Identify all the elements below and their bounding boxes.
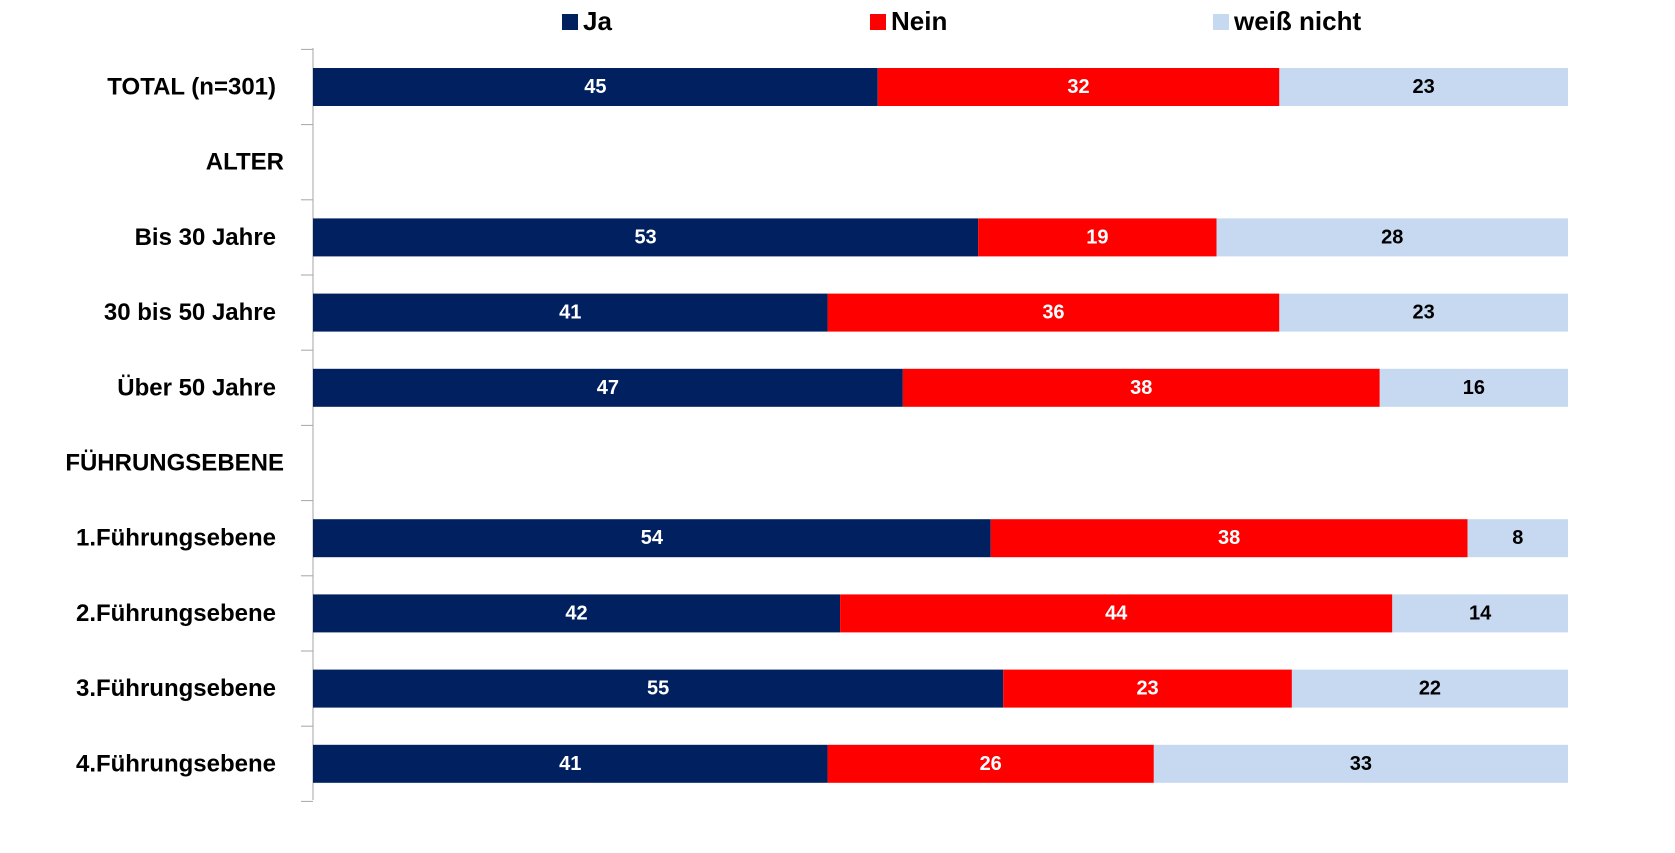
data-label: 16 — [1463, 377, 1485, 399]
data-label: 8 — [1512, 527, 1523, 549]
category-label: 2.Führungsebene — [76, 600, 276, 627]
data-label: 44 — [1105, 602, 1128, 624]
bar-segment — [1216, 218, 1568, 257]
bar-segment — [313, 594, 841, 633]
bar-segment — [1279, 68, 1568, 106]
bar-segment — [1003, 669, 1292, 708]
data-label: 53 — [634, 226, 656, 248]
data-label: 33 — [1350, 753, 1372, 775]
legend-item-ja: Ja — [562, 6, 612, 37]
legend-item-weiss-nicht: weiß nicht — [1213, 6, 1361, 37]
category-label: Bis 30 Jahre — [135, 224, 276, 251]
bar-segment — [1392, 594, 1568, 633]
legend-item-nein: Nein — [870, 6, 947, 37]
category-label: 3.Führungsebene — [76, 675, 276, 702]
bar-segment — [902, 368, 1380, 407]
data-label: 55 — [647, 678, 669, 700]
data-label: 32 — [1067, 76, 1089, 98]
bar-segment — [877, 68, 1280, 106]
data-label: 23 — [1136, 678, 1158, 700]
data-label: 45 — [584, 76, 606, 98]
bar-segment — [1467, 519, 1568, 558]
category-label: Über 50 Jahre — [117, 374, 276, 401]
legend: Ja Nein weiß nicht — [0, 6, 1675, 40]
data-label: 47 — [597, 377, 619, 399]
data-label: 41 — [559, 302, 581, 324]
bar-segment — [313, 519, 991, 558]
legend-label-weiss-nicht: weiß nicht — [1234, 6, 1362, 36]
legend-swatch-ja — [562, 13, 578, 30]
bar-segment — [1291, 669, 1568, 708]
bar-segment — [313, 68, 878, 106]
data-label: 23 — [1413, 76, 1435, 98]
legend-swatch-nein — [870, 13, 886, 30]
bar-segment — [313, 293, 828, 332]
legend-swatch-weiss-nicht — [1213, 13, 1229, 30]
data-label: 36 — [1042, 302, 1064, 324]
category-label: 30 bis 50 Jahre — [104, 299, 276, 326]
bar-segment — [1279, 293, 1568, 332]
data-label: 19 — [1086, 226, 1108, 248]
category-label: TOTAL (n=301) — [107, 74, 276, 101]
bar-segment — [827, 744, 1154, 783]
bar-segment — [1153, 744, 1568, 783]
bar-segment — [978, 218, 1217, 257]
category-label: 1.Führungsebene — [76, 525, 276, 552]
data-label: 28 — [1381, 226, 1403, 248]
bar-segment — [313, 218, 979, 257]
bar-segment — [990, 519, 1468, 558]
data-label: 38 — [1130, 377, 1152, 399]
data-label: 41 — [559, 753, 581, 775]
category-label: 4.Führungsebene — [76, 750, 276, 777]
legend-label-ja: Ja — [583, 6, 612, 36]
bar-segment — [313, 368, 903, 407]
data-label: 22 — [1419, 678, 1441, 700]
category-label: ALTER — [206, 149, 284, 176]
legend-label-nein: Nein — [891, 6, 948, 36]
bar-segment — [1379, 368, 1568, 407]
data-label: 54 — [641, 527, 664, 549]
category-label: FÜHRUNGSEBENE — [65, 450, 284, 477]
bar-segment — [313, 669, 1004, 708]
data-label: 38 — [1218, 527, 1240, 549]
bar-segment — [313, 744, 828, 783]
data-label: 42 — [565, 602, 587, 624]
data-label: 23 — [1413, 302, 1435, 324]
data-label: 26 — [980, 753, 1002, 775]
data-label: 14 — [1469, 602, 1492, 624]
bar-segment — [827, 293, 1280, 332]
bar-segment — [840, 594, 1393, 633]
